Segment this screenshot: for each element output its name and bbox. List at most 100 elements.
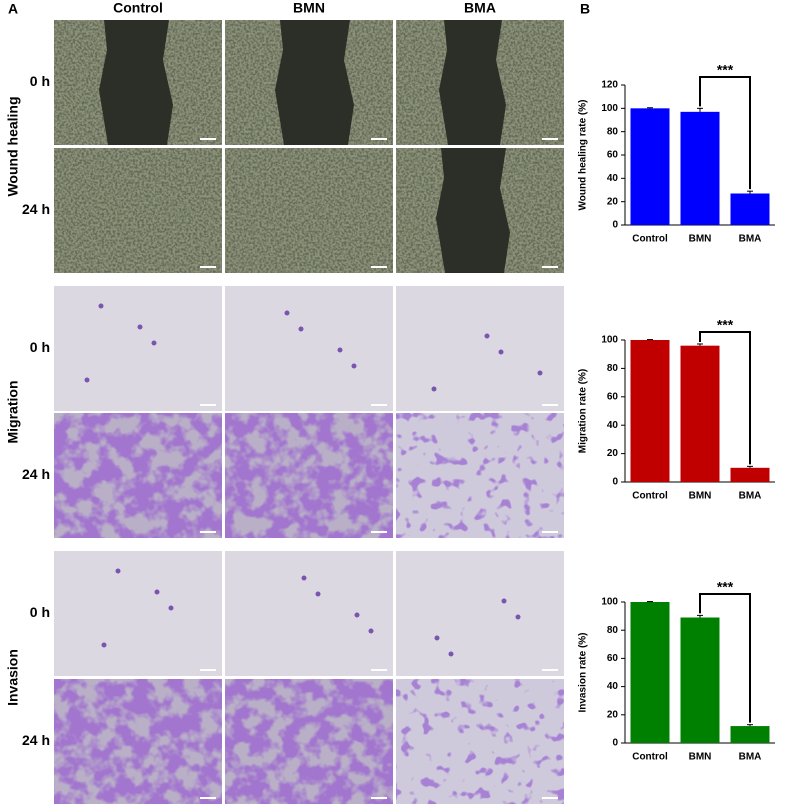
image-bg xyxy=(225,286,393,411)
micrograph xyxy=(54,148,222,273)
cell-dot xyxy=(101,642,107,648)
significance-label: *** xyxy=(717,579,734,595)
bar xyxy=(680,617,720,743)
scale-bar xyxy=(200,266,216,268)
bar xyxy=(630,602,670,743)
y-tick-label: 40 xyxy=(607,681,619,692)
bar xyxy=(680,345,720,482)
x-tick-label: Control xyxy=(632,234,668,245)
cell-dot xyxy=(448,651,454,657)
bar xyxy=(630,108,670,225)
micrograph xyxy=(396,413,564,538)
row-label: 24 h xyxy=(22,732,50,748)
cell-dot xyxy=(484,333,490,339)
micrograph xyxy=(54,551,222,676)
significance-bracket xyxy=(699,593,751,723)
significance-bracket xyxy=(699,76,751,190)
row-label: 24 h xyxy=(22,466,50,482)
y-tick-label: 40 xyxy=(607,173,619,184)
micrograph xyxy=(54,413,222,538)
scale-bar xyxy=(371,138,387,140)
bar xyxy=(730,726,770,743)
micrograph xyxy=(225,551,393,676)
image-texture xyxy=(225,148,393,273)
scale-bar xyxy=(371,266,387,268)
cell-dot xyxy=(315,591,321,597)
micrograph xyxy=(54,20,222,145)
micrograph xyxy=(54,286,222,411)
micrograph xyxy=(396,20,564,145)
image-bg xyxy=(225,551,393,676)
panel-label: B xyxy=(580,1,590,17)
scale-bar xyxy=(200,531,216,533)
scale-bar xyxy=(200,797,216,799)
cell-dot xyxy=(284,310,290,316)
micrograph xyxy=(225,413,393,538)
cell-dot xyxy=(98,303,104,309)
image-bg xyxy=(396,286,564,411)
y-tick-label: 60 xyxy=(607,653,619,664)
image-texture xyxy=(225,679,393,804)
y-tick-label: 100 xyxy=(601,597,618,608)
cell-dot xyxy=(351,363,357,369)
wound-gap xyxy=(275,20,354,145)
wound-gap xyxy=(439,20,506,145)
scale-bar xyxy=(371,531,387,533)
image-bg xyxy=(396,551,564,676)
x-tick-label: BMN xyxy=(689,752,712,763)
y-axis-label: Wound healing rate (%) xyxy=(578,100,589,211)
micrograph xyxy=(396,679,564,804)
micrograph xyxy=(225,679,393,804)
x-tick-label: BMA xyxy=(739,491,762,502)
y-tick-label: 0 xyxy=(612,738,618,749)
y-tick-label: 0 xyxy=(612,220,618,231)
y-tick-label: 60 xyxy=(607,150,619,161)
cell-dot xyxy=(137,324,143,330)
y-tick-label: 80 xyxy=(607,363,619,374)
bar xyxy=(730,193,770,225)
cell-dot xyxy=(154,589,160,595)
cell-dot xyxy=(301,575,307,581)
column-header: Control xyxy=(113,0,163,16)
image-bg xyxy=(54,286,222,411)
cell-dot xyxy=(337,347,343,353)
column-header: BMA xyxy=(464,0,496,16)
micrograph xyxy=(225,148,393,273)
scale-bar xyxy=(200,669,216,671)
micrograph xyxy=(396,286,564,411)
micrograph xyxy=(225,20,393,145)
bar xyxy=(680,111,720,225)
x-tick-label: BMA xyxy=(739,752,762,763)
y-tick-label: 120 xyxy=(601,80,618,91)
group-label: Migration xyxy=(5,381,21,444)
y-tick-label: 100 xyxy=(601,335,618,346)
y-tick-label: 100 xyxy=(601,103,618,114)
wound-gap xyxy=(436,148,510,273)
scale-bar xyxy=(542,531,558,533)
y-tick-label: 60 xyxy=(607,391,619,402)
scale-bar xyxy=(371,404,387,406)
scale-bar xyxy=(542,266,558,268)
image-texture xyxy=(54,148,222,273)
cell-dot xyxy=(431,386,437,392)
scale-bar xyxy=(542,669,558,671)
row-label: 0 h xyxy=(30,604,50,620)
significance-label: *** xyxy=(717,62,734,78)
cell-dot xyxy=(537,370,543,376)
cell-dot xyxy=(298,326,304,332)
micrograph xyxy=(54,679,222,804)
scale-bar xyxy=(371,669,387,671)
scale-bar xyxy=(542,797,558,799)
cell-dot xyxy=(168,605,174,611)
y-tick-label: 0 xyxy=(612,477,618,488)
cell-dot xyxy=(354,612,360,618)
x-tick-label: Control xyxy=(632,491,668,502)
cell-dot xyxy=(115,568,121,574)
x-tick-label: BMN xyxy=(689,491,712,502)
significance-bracket xyxy=(699,331,751,465)
micrographs xyxy=(54,20,564,804)
micrograph xyxy=(396,148,564,273)
bar xyxy=(730,467,770,482)
image-texture xyxy=(396,679,564,804)
